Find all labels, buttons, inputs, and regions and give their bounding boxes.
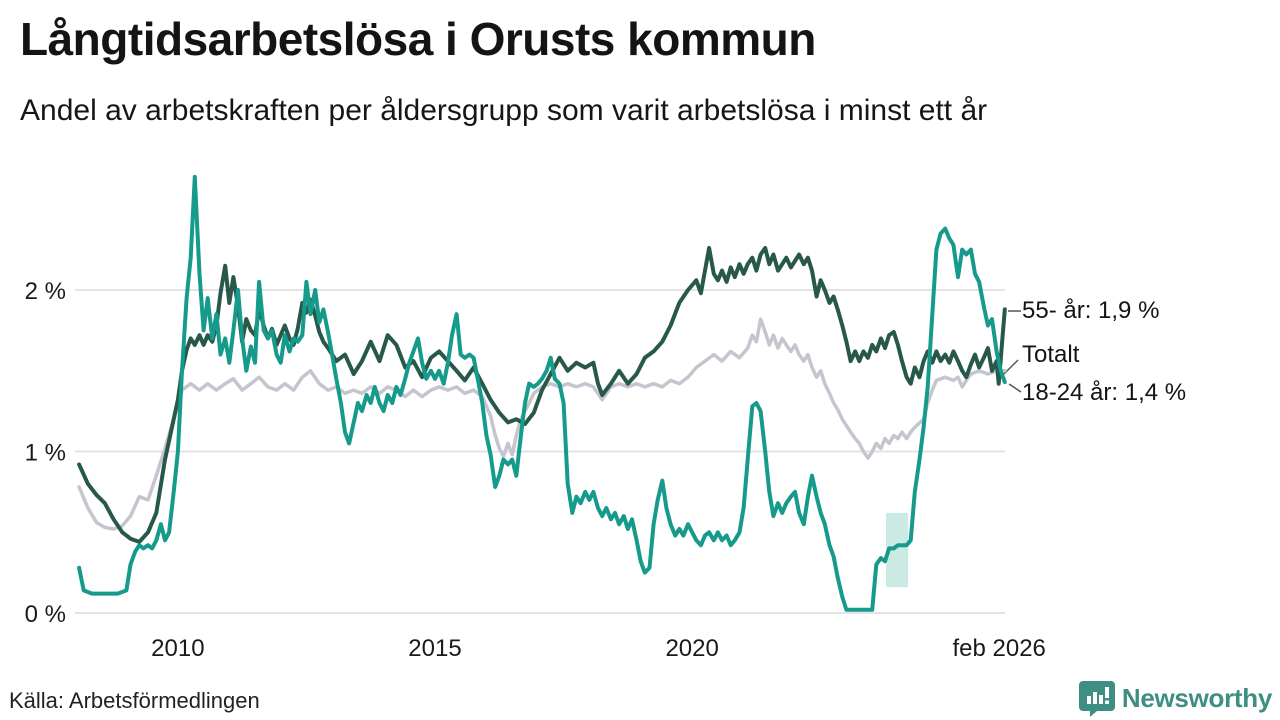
source-note: Källa: Arbetsförmedlingen (9, 688, 260, 713)
annotation-connector-18-24 (1008, 383, 1022, 393)
x-tick-label: 2020 (665, 635, 718, 662)
annotation-connector-totalt (1003, 359, 1019, 375)
y-tick-label: 0 % (25, 601, 66, 628)
chart-subtitle: Andel av arbetskraften per åldersgrupp s… (20, 94, 988, 127)
highlight-band (886, 512, 909, 588)
end-label-18-24: 18-24 år: 1,4 % (1022, 379, 1187, 406)
end-label-55: 55- år: 1,9 % (1022, 297, 1160, 324)
y-tick-label: 2 % (25, 278, 66, 305)
end-label-totalt: Totalt (1022, 341, 1080, 368)
x-tick-label: feb 2026 (952, 635, 1045, 662)
newsworthy-wordmark: Newsworthy (1121, 683, 1272, 713)
series-line-55 (77, 246, 1007, 544)
series-line-totalt (77, 317, 1007, 531)
page-title: Långtidsarbetslösa i Orusts kommun (20, 13, 816, 65)
x-tick-label: 2010 (151, 635, 204, 662)
x-tick-label: 2015 (408, 635, 461, 662)
series-line-18_24 (77, 174, 1007, 612)
newsworthy-logo[interactable]: Newsworthy (1078, 680, 1272, 717)
newsworthy-bubble-icon (1078, 680, 1115, 717)
y-tick-label: 1 % (25, 440, 66, 467)
